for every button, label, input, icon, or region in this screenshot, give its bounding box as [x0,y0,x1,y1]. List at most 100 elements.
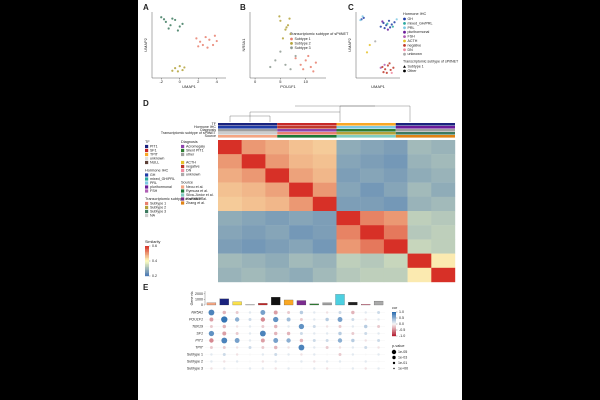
legend-swatch [403,52,406,56]
legend-swatch [403,26,406,30]
shape-swatch [403,69,406,73]
legend-swatch [181,144,185,149]
track-segment [395,135,455,138]
cor-tick-label: 0.0 [399,322,404,326]
point [388,62,391,65]
heatmap-cell [241,211,266,226]
heatmap-cell [336,168,361,183]
point [379,25,382,28]
point [178,65,181,68]
legend-swatch [145,177,149,181]
dot [274,360,277,363]
dot [325,339,329,342]
legend-swatch [145,152,149,157]
legend-swatch [145,205,149,210]
heatmap-cell [431,239,456,254]
bar [373,300,384,306]
x-tick-label: 0 [254,79,257,84]
heatmap-cell [383,225,408,240]
heatmap-cell [218,253,242,268]
point [279,50,282,53]
heatmap-cell [289,196,313,212]
point [213,34,216,37]
legend-label: Subtype 1 [150,201,166,205]
dot [249,360,251,363]
colorbar-step [145,264,149,266]
heatmap-cell [336,196,361,212]
point [285,26,288,29]
legend-label: NULL [150,160,159,164]
legend-label: negative [186,164,200,168]
p-legend-dot [393,367,395,370]
heatmap-cell [383,267,408,283]
dot [300,360,303,363]
legend-label: Subtype 3 [150,209,166,213]
dot [313,346,316,349]
x-axis-label: UMAP1 [371,84,386,89]
dot [338,346,342,349]
heatmap-cell [336,225,361,240]
heatmap-cell [265,140,290,155]
bar [232,301,242,306]
heatmap-cell [289,267,313,283]
point [289,68,292,71]
colorbar-step [145,256,149,259]
dendrogram-branches [229,105,411,122]
heatmap-cell [218,140,242,155]
legend-swatch [290,42,293,45]
legend-swatch [145,144,149,149]
heatmap-cell [431,196,456,212]
dot [221,316,228,323]
heatmap-cell [360,140,385,155]
legend-label: mixed_GH/PRL [408,21,433,25]
point [312,70,315,73]
heatmap-cell [241,168,266,183]
dot [325,346,329,349]
point [176,29,179,32]
bar [245,304,255,306]
legend-swatch [181,160,185,165]
legend-swatch [145,156,149,161]
colorbar-step [145,271,149,274]
dot [260,317,266,322]
point [281,37,285,40]
p-legend-dot [391,349,397,355]
point [181,68,184,72]
heatmap-cell [312,196,337,212]
colorbar-step [145,258,149,260]
legend-title: Diagnosis [181,140,198,144]
dot [248,332,252,335]
heatmap-cell [241,225,266,240]
legend-title: Source [181,181,193,185]
dot [364,332,368,335]
dot [222,346,226,349]
dot [364,311,367,314]
track-label: Diagnosis [200,128,216,132]
cor-colorbar-step [392,313,396,315]
dot [248,339,252,342]
bar [283,299,294,306]
dot [286,317,291,322]
legend-label: DN [408,48,414,52]
legend-swatch [181,168,185,173]
cor-tick-label: -1.0 [399,334,405,338]
legend-label: unknown [186,172,200,176]
heatmap-cell [383,211,408,226]
cor-tick-label: -0.5 [399,328,405,332]
dot [209,346,213,349]
heatmap-cell [265,182,290,197]
cor-colorbar-step [392,316,396,319]
dot [248,346,252,349]
dot [287,367,290,370]
cor-colorbar-step [392,325,396,327]
bar-tick-label: 2000 [195,292,203,296]
dot [210,360,213,363]
heatmap-cell [383,154,408,169]
track-segment [395,132,455,135]
dot [260,310,266,315]
heatmap-cell [265,168,290,183]
legend-label: ACTH [186,160,196,164]
panel-label: D [143,99,149,108]
heatmap-cell [312,239,337,254]
dot [274,367,277,370]
